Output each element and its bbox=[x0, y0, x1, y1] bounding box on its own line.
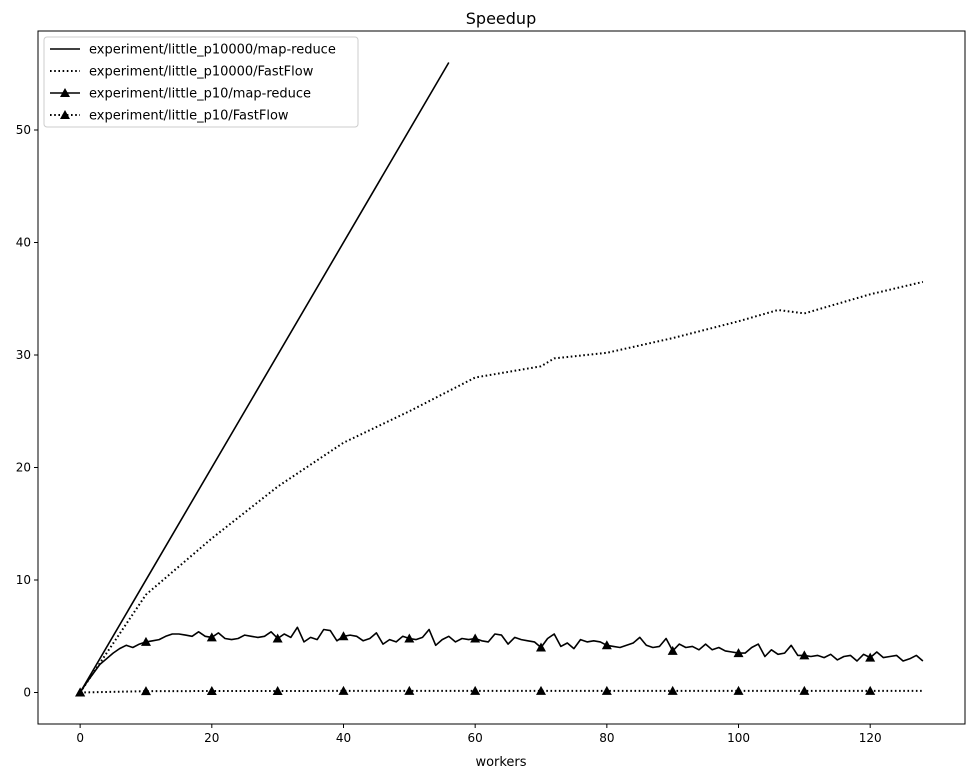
x-tick-label: 40 bbox=[336, 731, 351, 745]
series-marker bbox=[206, 632, 217, 642]
series-experiment-little-p10000-fastflow bbox=[79, 280, 924, 694]
x-tick-label: 0 bbox=[76, 731, 84, 745]
series-marker bbox=[667, 645, 678, 655]
legend-marker bbox=[60, 88, 70, 97]
legend-label: experiment/little_p10000/FastFlow bbox=[89, 65, 314, 80]
y-tick-label: 50 bbox=[16, 123, 31, 137]
x-tick-label: 100 bbox=[727, 731, 750, 745]
series-marker bbox=[799, 650, 810, 660]
y-tick-label: 0 bbox=[23, 686, 31, 700]
series-experiment-little-p10000-map-reduce bbox=[79, 62, 450, 693]
series-marker bbox=[470, 685, 481, 695]
series-line bbox=[79, 280, 924, 694]
legend-box bbox=[43, 36, 359, 128]
x-tick-label: 120 bbox=[859, 731, 882, 745]
y-tick-label: 40 bbox=[16, 236, 31, 250]
series-marker bbox=[733, 648, 744, 658]
legend-marker bbox=[60, 110, 70, 119]
chart-title: Speedup bbox=[466, 9, 536, 28]
series-marker bbox=[338, 631, 349, 641]
series-marker bbox=[338, 685, 349, 695]
x-tick-label: 60 bbox=[468, 731, 483, 745]
series-marker bbox=[733, 685, 744, 695]
y-tick-label: 30 bbox=[16, 348, 31, 362]
series-marker bbox=[799, 685, 810, 695]
series-marker bbox=[865, 685, 876, 695]
plot-background bbox=[38, 31, 965, 724]
legend-label: experiment/little_p10/FastFlow bbox=[89, 109, 289, 124]
x-axis-label: workers bbox=[475, 755, 526, 770]
series-marker bbox=[404, 685, 415, 695]
legend: experiment/little_p10000/map-reduceexper… bbox=[43, 36, 359, 128]
plot-frame bbox=[37, 30, 966, 725]
series-marker bbox=[272, 686, 283, 696]
legend-label: experiment/little_p10/map-reduce bbox=[89, 87, 311, 102]
axes-layer: 0 20 40 60 80 100 120 0 10 20 30 40 50 bbox=[16, 123, 882, 745]
series-marker bbox=[140, 686, 151, 696]
series-marker bbox=[140, 636, 151, 646]
x-tick-label: 20 bbox=[204, 731, 219, 745]
series-marker bbox=[206, 686, 217, 696]
series-marker bbox=[75, 687, 86, 697]
series-experiment-little-p10-fastflow bbox=[75, 685, 923, 697]
series-marker bbox=[536, 685, 547, 695]
series-marker bbox=[667, 685, 678, 695]
series-marker bbox=[536, 642, 547, 652]
series-marker bbox=[601, 640, 612, 650]
series-marker bbox=[470, 633, 481, 643]
series-marker bbox=[272, 633, 283, 643]
legend-label: experiment/little_p10000/map-reduce bbox=[89, 43, 336, 58]
y-tick-label: 20 bbox=[16, 461, 31, 475]
series-line bbox=[79, 626, 924, 693]
series-layer bbox=[75, 62, 924, 697]
y-tick-label: 10 bbox=[16, 573, 31, 587]
series-marker bbox=[601, 685, 612, 695]
x-tick-label: 80 bbox=[599, 731, 614, 745]
series-marker bbox=[865, 652, 876, 662]
series-line bbox=[79, 62, 450, 693]
series-marker bbox=[404, 633, 415, 643]
series-experiment-little-p10-map-reduce bbox=[75, 626, 924, 697]
